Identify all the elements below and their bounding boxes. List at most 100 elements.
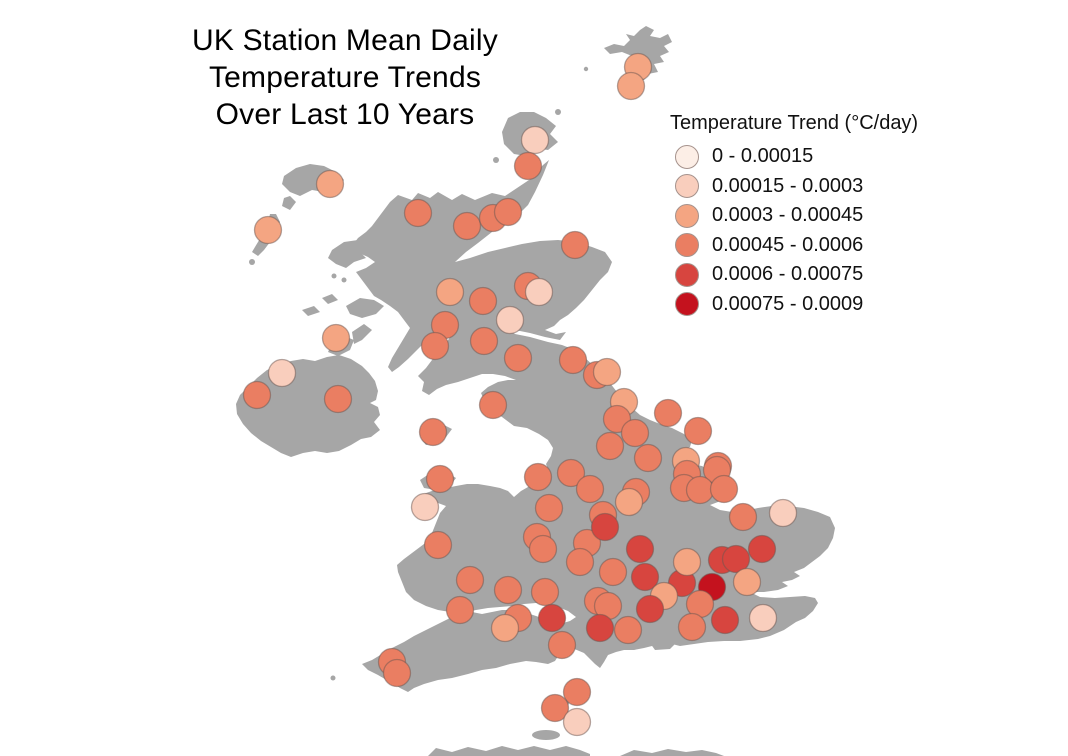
station-point	[728, 502, 758, 532]
legend-item: 0.00015 - 0.0003	[670, 172, 918, 202]
station-point	[558, 345, 588, 375]
station-point	[490, 613, 520, 643]
station-point	[683, 416, 713, 446]
chart-title: UK Station Mean Daily Temperature Trends…	[160, 22, 530, 133]
fair-isle	[583, 66, 589, 72]
legend-items: 0 - 0.00015 0.00015 - 0.0003 0.0003 - 0.00…	[670, 142, 918, 319]
station-point	[565, 547, 595, 577]
legend-item: 0.0006 - 0.00075	[670, 260, 918, 290]
station-point	[625, 534, 655, 564]
legend-label: 0.00015 - 0.0003	[712, 174, 864, 197]
legend-label: 0 - 0.00015	[712, 145, 814, 168]
station-point	[562, 677, 592, 707]
france-coast-path	[620, 749, 724, 756]
station-point	[575, 474, 605, 504]
legend-swatch	[675, 292, 699, 317]
station-point	[547, 630, 577, 660]
station-point	[410, 492, 440, 522]
legend-swatch	[675, 144, 699, 169]
legend-swatch	[675, 174, 699, 199]
station-point	[585, 613, 615, 643]
station-point	[478, 390, 508, 420]
orkney-islet	[493, 157, 499, 163]
station-point	[493, 197, 523, 227]
title-line-3: Over Last 10 Years	[215, 98, 475, 131]
station-point	[709, 474, 739, 504]
station-point	[455, 565, 485, 595]
station-point	[556, 458, 586, 488]
orkney-islet	[555, 109, 561, 115]
station-point	[423, 530, 453, 560]
small-isle	[331, 273, 337, 279]
station-point	[633, 443, 663, 473]
station-point	[445, 595, 475, 625]
station-point	[590, 512, 620, 542]
station-point	[613, 615, 643, 645]
station-point	[403, 198, 433, 228]
mull-path	[346, 298, 384, 318]
harris-path	[282, 196, 296, 210]
station-point	[520, 125, 550, 155]
station-point	[540, 693, 570, 723]
station-point	[425, 464, 455, 494]
station-point	[315, 169, 345, 199]
station-point	[614, 487, 644, 517]
station-point	[560, 230, 590, 260]
station-point	[732, 567, 762, 597]
france-islet	[532, 730, 560, 740]
title-line-1: UK Station Mean Daily	[191, 24, 498, 57]
station-point	[768, 498, 798, 528]
station-point	[323, 384, 353, 414]
station-point	[253, 215, 283, 245]
station-point	[495, 305, 525, 335]
station-point	[598, 557, 628, 587]
station-point	[653, 398, 683, 428]
scilly-islet	[330, 675, 336, 681]
legend-item: 0.00075 - 0.0009	[670, 290, 918, 320]
station-point	[685, 475, 715, 505]
station-point	[630, 562, 660, 592]
station-point	[721, 544, 751, 574]
station-point	[452, 211, 482, 241]
station-point	[672, 547, 702, 577]
station-point	[503, 343, 533, 373]
coll-path	[322, 294, 338, 304]
station-point	[635, 594, 665, 624]
legend-swatch	[675, 262, 699, 287]
station-point	[420, 331, 450, 361]
legend-title: Temperature Trend (°C/day)	[670, 112, 919, 134]
legend-label: 0.00075 - 0.0009	[712, 292, 864, 315]
station-point	[493, 575, 523, 605]
station-point	[595, 431, 625, 461]
station-point	[418, 417, 448, 447]
legend-label: 0.00045 - 0.0006	[712, 233, 864, 256]
legend-item: 0.00045 - 0.0006	[670, 231, 918, 261]
legend-item: 0.0003 - 0.00045	[670, 201, 918, 231]
station-point	[530, 577, 560, 607]
legend-item: 0 - 0.00015	[670, 142, 918, 172]
title-line-2: Temperature Trends	[208, 61, 482, 94]
legend-label: 0.0003 - 0.00045	[712, 204, 864, 227]
isle-of-wight-path	[650, 638, 678, 650]
legend-swatch	[675, 233, 699, 258]
station-point	[468, 286, 498, 316]
tiree-path	[302, 306, 320, 316]
station-point	[382, 658, 412, 688]
station-point	[435, 277, 465, 307]
station-point	[528, 534, 558, 564]
station-point	[242, 380, 272, 410]
station-point	[537, 603, 567, 633]
station-point	[748, 603, 778, 633]
station-point	[524, 277, 554, 307]
station-points	[242, 52, 798, 737]
station-point	[616, 71, 646, 101]
station-point	[562, 707, 592, 737]
station-point	[534, 493, 564, 523]
station-point	[267, 358, 297, 388]
station-point	[469, 326, 499, 356]
small-isle	[341, 277, 347, 283]
station-point	[321, 323, 351, 353]
legend-label: 0.0006 - 0.00075	[712, 263, 864, 286]
